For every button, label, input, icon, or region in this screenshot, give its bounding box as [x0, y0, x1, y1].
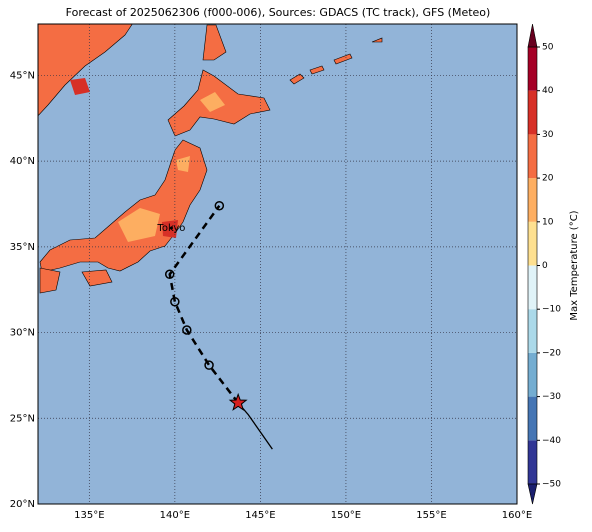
lon-tick-label: 150°E: [331, 510, 361, 521]
colorbar-bin: [528, 221, 537, 266]
lon-tick-label: 140°E: [160, 510, 190, 521]
colorbar-bin: [528, 440, 537, 484]
lat-tick-label: 35°N: [10, 242, 35, 253]
place-label: Tokyo: [156, 223, 185, 234]
forecast-track: [168, 204, 240, 404]
colorbar-tick-label: 10: [542, 217, 554, 227]
colorbar-tick-label: −50: [542, 480, 561, 490]
lat-tick-label: 30°N: [10, 328, 35, 339]
colorbar-tick-label: 20: [542, 174, 554, 184]
colorbar-bin: [528, 396, 537, 441]
colorbar-tick-label: −30: [542, 392, 561, 402]
lon-tick-label: 160°E: [502, 510, 532, 521]
colorbar-bin: [528, 309, 537, 353]
map-frame: [37, 23, 518, 505]
title: Forecast of 2025062306 (f000-006), Sourc…: [66, 6, 491, 19]
lon-tick-label: 155°E: [416, 510, 446, 521]
colorbar-bin: [528, 178, 537, 222]
current-position: [228, 392, 248, 411]
colorbar-tick-label: −10: [542, 305, 561, 315]
lon-tick-label: 145°E: [245, 510, 275, 521]
colorbar-bin: [528, 134, 537, 179]
colorbar-extend-bottom: [527, 483, 538, 505]
lat-tick-label: 20°N: [10, 499, 35, 510]
place-marker: [169, 226, 173, 230]
colorbar-bin: [528, 90, 537, 135]
colorbar-extend-top: [527, 23, 538, 48]
lon-tick-label: 135°E: [74, 510, 104, 521]
colorbar-tick-label: 0: [542, 261, 548, 271]
colorbar-tick-label: −40: [542, 436, 561, 446]
lat-tick-label: 25°N: [10, 413, 35, 424]
colorbar-bin: [528, 352, 537, 397]
land: [38, 24, 383, 294]
forecast-point: [182, 325, 192, 335]
colorbar-label: Max Temperature (°C): [569, 210, 580, 320]
forecast-point: [164, 269, 175, 280]
colorbar-bin: [528, 47, 537, 91]
colorbar-tick-label: 40: [542, 86, 554, 96]
lat-tick-label: 40°N: [10, 156, 35, 167]
forecast-point: [170, 296, 180, 307]
lat-tick-label: 45°N: [10, 70, 35, 81]
colorbar-tick-label: 50: [542, 43, 554, 53]
colorbar-bin: [528, 265, 537, 310]
colorbar-tick-label: 30: [542, 130, 554, 140]
forecast-point: [214, 200, 225, 211]
colorbar-tick-label: −20: [542, 348, 561, 358]
forecast-point: [204, 360, 214, 370]
